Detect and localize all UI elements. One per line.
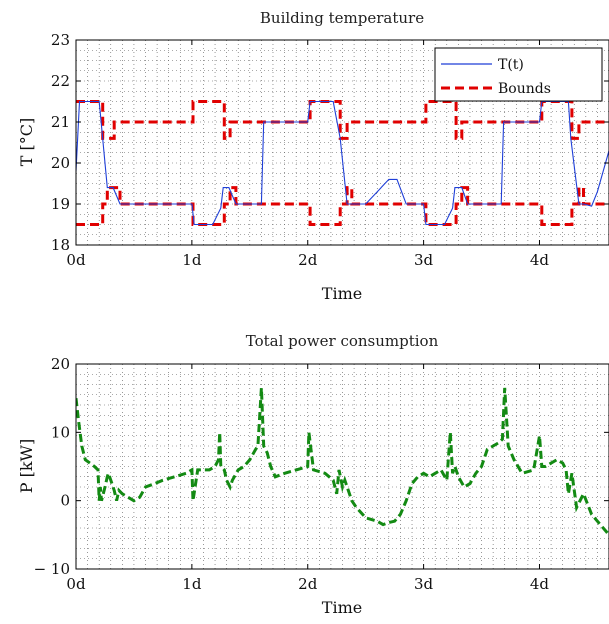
temperature-y-axis-label: T [°C] <box>17 118 36 166</box>
temperature-x-tick-label: 0d <box>66 251 86 269</box>
power-grid <box>76 364 609 569</box>
power-plot-frame <box>75 363 609 570</box>
legend-temperature-label: T(t) <box>498 57 524 73</box>
power-y-tick-label: 10 <box>51 423 70 441</box>
temperature-series <box>76 100 609 226</box>
temperature-y-tick-label: 21 <box>51 113 70 131</box>
power-y-tick-label: 20 <box>51 355 70 373</box>
temperature-legend: T(t) Bounds <box>434 47 603 102</box>
power-x-tick-label: 0d <box>66 575 86 593</box>
legend-bounds-label: Bounds <box>498 81 551 97</box>
temperature-chart: Building temperature 18 19 20 21 22 23 0d 1d 2d… <box>17 9 609 303</box>
temperature-y-tick-label: 19 <box>51 195 70 213</box>
temperature-x-tick-label: 1d <box>182 251 202 269</box>
temperature-y-tick-label: 18 <box>51 236 70 254</box>
power-y-tick-label: 0 <box>60 492 70 510</box>
temperature-x-tick-label: 3d <box>414 251 434 269</box>
power-chart: Total power consumption − 10 0 10 20 0d 1d 2d… <box>17 332 609 617</box>
temperature-plot-frame <box>75 39 609 246</box>
power-x-ticks: 0d 1d 2d 3d 4d <box>66 364 549 593</box>
temperature-y-tick-label: 20 <box>51 154 70 172</box>
power-line <box>76 387 609 536</box>
power-y-tick-label: − 10 <box>34 560 70 578</box>
power-y-axis-label: P [kW] <box>17 439 36 493</box>
power-x-tick-label: 3d <box>414 575 434 593</box>
power-x-tick-label: 4d <box>530 575 550 593</box>
temperature-chart-title: Building temperature <box>260 9 424 27</box>
temperature-x-tick-label: 2d <box>298 251 318 269</box>
power-x-axis-label: Time <box>322 598 362 617</box>
power-y-ticks: − 10 0 10 20 <box>34 355 609 578</box>
temperature-line <box>76 100 609 226</box>
temperature-y-tick-label: 23 <box>51 31 70 49</box>
temperature-y-tick-label: 22 <box>51 72 70 90</box>
temperature-x-tick-label: 4d <box>530 251 550 269</box>
temperature-x-ticks: 0d 1d 2d 3d 4d <box>66 40 549 269</box>
power-chart-title: Total power consumption <box>246 332 439 350</box>
power-x-tick-label: 2d <box>298 575 318 593</box>
bounds-lower-line <box>76 186 609 226</box>
temperature-x-axis-label: Time <box>322 284 362 303</box>
legend-box <box>434 47 603 102</box>
temperature-y-ticks: 18 19 20 21 22 23 <box>51 31 609 254</box>
power-x-tick-label: 1d <box>182 575 202 593</box>
power-series <box>76 387 609 536</box>
